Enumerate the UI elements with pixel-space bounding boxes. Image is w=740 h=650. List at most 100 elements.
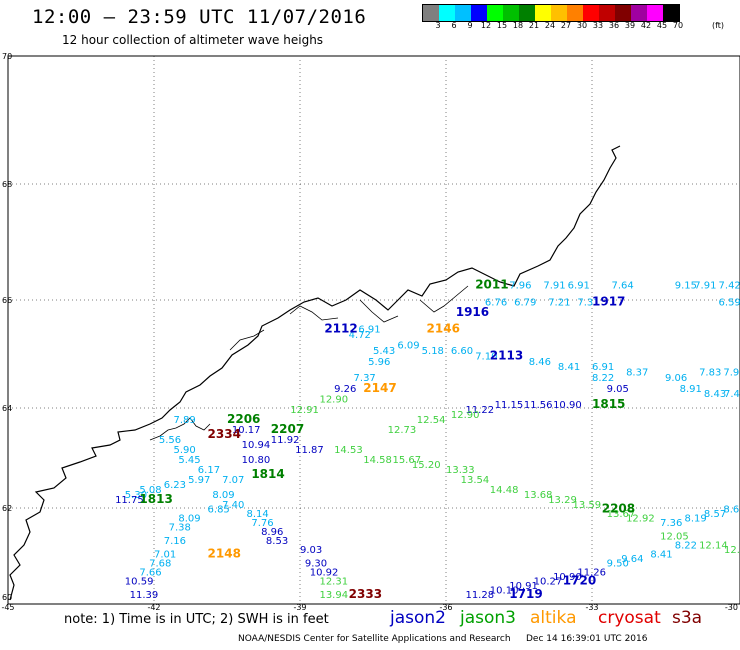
wave-height-value: 13.54 <box>461 475 490 486</box>
pass-time-label: 2147 <box>363 381 396 395</box>
wave-height-value: 8.46 <box>529 357 551 368</box>
wave-height-value: 9.15 <box>675 280 697 291</box>
wave-height-value: 11.39 <box>130 590 159 601</box>
wave-height-value: 13.33 <box>446 465 475 476</box>
wave-height-value: 6.85 <box>208 505 230 516</box>
wave-height-value: 13.68 <box>524 490 553 501</box>
wave-height-value: 15.67 <box>392 455 421 466</box>
wave-height-value: 7.95 <box>723 368 740 379</box>
pass-time-label: 2333 <box>349 587 382 601</box>
wave-height-value: 5.18 <box>422 346 444 357</box>
pass-time-label: 2206 <box>227 412 260 426</box>
wave-height-value: 7.47 <box>724 389 740 400</box>
colorbar-label: 18 <box>512 21 524 30</box>
longitude-label: -45 <box>1 603 14 612</box>
wave-height-value: 8.41 <box>650 550 672 561</box>
legend-jason2-label: jason2 <box>390 608 446 628</box>
wave-height-value: 7.31 <box>577 297 599 308</box>
wave-height-value: 8.09 <box>178 514 200 525</box>
wave-height-value: 6.91 <box>358 324 380 335</box>
wave-height-value: 8.09 <box>212 490 234 501</box>
wave-height-value: 9.26 <box>334 384 356 395</box>
colorbar <box>422 4 680 22</box>
wave-height-value: 7.68 <box>149 559 171 570</box>
wave-height-value: 7.91 <box>543 280 565 291</box>
wave-height-value: 13.29 <box>548 495 577 506</box>
wave-height-value: 7.96 <box>509 280 531 291</box>
wave-height-value: 5.96 <box>368 357 390 368</box>
footer-credit: NOAA/NESDIS Center for Satellite Applica… <box>238 634 511 644</box>
greenland-coastline <box>9 145 621 601</box>
wave-height-value: 4.72 <box>349 330 371 341</box>
colorbar-label: 30 <box>576 21 588 30</box>
wave-height-value: 6.60 <box>451 346 473 357</box>
wave-height-value: 8.19 <box>684 514 706 525</box>
colorbar-label: 27 <box>560 21 572 30</box>
colorbar-label: 3 <box>435 21 441 30</box>
map-grid: 70 68 66 64 62 60-45 -42 -39 -36 -33 -30 <box>1 52 740 612</box>
wave-height-value: 5.08 <box>139 485 161 496</box>
latitude-label: 70 <box>2 52 12 61</box>
wave-height-value: 12.73 <box>388 425 417 436</box>
pass-time-label: 2207 <box>271 422 304 436</box>
colorbar-cell <box>503 5 519 21</box>
wave-height-value: 11.75 <box>115 495 144 506</box>
legend-cryosat: cryosat <box>598 608 661 628</box>
colorbar-cell <box>455 5 471 21</box>
wave-height-value: 7.64 <box>611 280 633 291</box>
wave-height-value: 11.92 <box>271 435 300 446</box>
colorbar-label: 21 <box>528 21 540 30</box>
longitude-label: -36 <box>439 603 452 612</box>
pass-time-label: 2146 <box>427 321 460 335</box>
colorbar-cell <box>647 5 663 21</box>
wave-height-value: 10.10 <box>490 586 519 597</box>
footer-timestamp: Dec 14 16:39:01 UTC 2016 <box>526 634 648 644</box>
wave-height-value: 11.87 <box>295 445 324 456</box>
wave-height-value: 7.10 <box>475 351 497 362</box>
wave-height-value: 10.91 <box>509 581 538 592</box>
wave-height-value: 5.56 <box>159 435 181 446</box>
pass-time-label: 1917 <box>592 294 625 308</box>
pass-time-label: 2011 <box>475 277 508 291</box>
colorbar-cell <box>551 5 567 21</box>
wave-height-value: 13.94 <box>319 590 348 601</box>
wave-height-value: 7.42 <box>719 280 740 291</box>
legend-jason3-label: jason3 <box>460 608 516 628</box>
wave-height-value: 9.64 <box>621 554 643 565</box>
legend-altika: altika <box>530 608 577 628</box>
pass-time-label: 2148 <box>208 547 241 561</box>
colorbar-cell <box>471 5 487 21</box>
longitude-label: -33 <box>585 603 598 612</box>
map-frame <box>7 55 740 605</box>
wave-height-value: 10.17 <box>232 425 261 436</box>
wave-height-value: 14.48 <box>490 485 519 496</box>
page-subtitle: 12 hour collection of altimeter wave hei… <box>62 33 324 47</box>
pass-time-label: 2208 <box>602 502 635 516</box>
wave-height-value: 8.57 <box>704 509 726 520</box>
wave-height-value: 7.16 <box>164 536 186 547</box>
latitude-label: 60 <box>2 593 12 602</box>
wave-height-value: 12.92 <box>626 514 655 525</box>
wave-height-value: 8.63 <box>723 505 740 516</box>
legend-s3a-label: s3a <box>672 608 703 628</box>
wave-height-value: 5.30 <box>125 490 147 501</box>
wave-height-value: 7.21 <box>548 297 570 308</box>
latitude-label: 64 <box>2 404 12 413</box>
wave-height-value: 9.06 <box>665 373 687 384</box>
wave-height-value: 7.01 <box>154 550 176 561</box>
colorbar-cell <box>599 5 615 21</box>
colorbar-unit: (ft) <box>712 21 725 30</box>
legend-cryosat-label: cryosat <box>598 608 661 628</box>
colorbar-cell <box>439 5 455 21</box>
wave-height-value: 10.59 <box>125 577 154 588</box>
colorbar-label: 36 <box>608 21 620 30</box>
wave-height-value: 5.45 <box>178 455 200 466</box>
wave-height-value: 12.90 <box>319 395 348 406</box>
longitude-label: -30 <box>725 603 738 612</box>
colorbar-cell <box>615 5 631 21</box>
wave-height-value: 7.07 <box>222 475 244 486</box>
wave-height-value: 7.76 <box>251 518 273 529</box>
colorbar-cell <box>663 5 679 21</box>
wave-height-value: 15.20 <box>412 460 441 471</box>
